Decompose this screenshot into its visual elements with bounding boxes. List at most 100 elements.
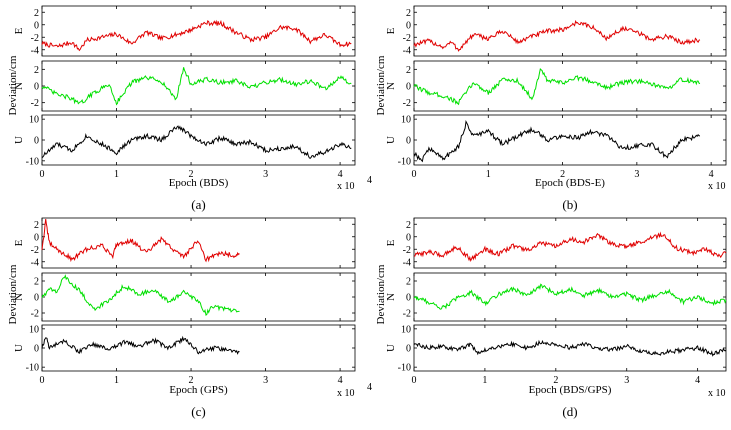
subplot-n: 2 0 -2 N [385,272,727,322]
series-line-e [413,19,701,52]
plot-frame [413,272,727,322]
plot-frame [413,60,727,112]
y-tick-label: -4 [31,45,39,56]
y-tick-label: -4 [403,257,411,268]
x-tick-label: 4 [709,169,714,180]
y-axis-label: Deviation/cm [7,264,19,324]
series-line-n [413,283,727,310]
series-line-n [41,67,352,106]
y-tick-label: 0 [406,20,411,31]
plot-frame [41,5,356,57]
y-tick-label: -2 [31,309,39,320]
panel-caption: (c) [191,404,205,419]
x-tick-label: 2 [553,375,558,386]
component-label: E [385,27,397,34]
y-tick-label: 0 [406,293,411,304]
y-tick-label: -10 [398,363,411,374]
x-axis-multiplier: x 10 [337,388,355,399]
y-tick-label: 0 [34,293,39,304]
subplot-n: 2 0 -2 N [13,272,356,322]
component-label: U [13,136,25,144]
x-tick-label: 3 [263,375,268,386]
y-tick-label: -10 [26,156,39,167]
x-tick-label: 3 [263,169,268,180]
x-tick-label: 4 [338,169,343,180]
x-axis-multiplier: x 10 [708,181,726,192]
y-tick-label: 2 [34,220,39,231]
subplot-u: 10 0 -10 U [385,324,727,374]
x-axis-multiplier-exponent: 4 [367,175,372,186]
y-tick-label: 10 [29,324,39,335]
plot-frame [41,217,356,269]
x-tick-label: 0 [40,375,45,386]
x-tick-label: 2 [189,169,194,180]
x-axis-label: Epoch (GPS) [169,384,228,396]
y-axis-label: Deviation/cm [7,55,19,115]
y-tick-label: 10 [401,115,411,126]
x-tick-label: 1 [114,169,119,180]
y-tick-label: -10 [398,156,411,167]
x-tick-label: 0 [412,169,417,180]
subplot-e: 20 -2-4 E [385,5,727,57]
y-tick-label: -4 [403,45,411,56]
plot-frame [413,217,727,269]
x-tick-label: 1 [482,375,487,386]
y-tick-label: -2 [403,33,411,44]
series-line-e [41,218,240,263]
subplot-u: 10 0 -10 U [385,114,727,167]
y-tick-label: 0 [34,232,39,243]
x-tick-label: 0 [412,375,417,386]
plot-frame [41,272,356,322]
plot-frame [41,324,356,372]
y-tick-label: 2 [34,277,39,288]
y-tick-label: 0 [406,232,411,243]
plot-frame [413,5,727,57]
subplot-e: 20 -2-4 E [13,217,356,269]
subplot-u: 10 0 -10 U [13,324,356,374]
component-label: N [385,82,397,90]
x-tick-label: 4 [695,375,700,386]
component-label: E [385,239,397,246]
component-label: N [385,293,397,301]
series-line-n [413,67,701,106]
y-tick-label: 0 [406,344,411,355]
x-tick-label: 2 [560,169,565,180]
y-tick-label: -10 [26,363,39,374]
panel-caption: (d) [562,404,577,419]
y-tick-label: -2 [31,33,39,44]
x-tick-label: 0 [40,169,45,180]
x-tick-label: 4 [338,375,343,386]
panel-caption: (a) [191,197,205,212]
y-axis-label: Deviation/cm [375,264,387,324]
subplot-u: 10 0 -10 U [13,114,356,167]
x-tick-label: 3 [634,169,639,180]
y-tick-label: -2 [403,309,411,320]
plot-frame [41,60,356,112]
component-label: E [13,27,25,34]
x-tick-label: 3 [624,375,629,386]
component-label: N [13,293,25,301]
y-tick-label: 0 [406,82,411,93]
y-tick-label: 2 [34,65,39,76]
y-tick-label: 2 [406,8,411,19]
y-tick-label: 10 [29,115,39,126]
subplot-n: 2 0 -2 N [385,60,727,112]
y-tick-label: -2 [403,98,411,109]
x-axis-multiplier: x 10 [337,181,355,192]
x-tick-label: 2 [189,375,194,386]
x-tick-label: 1 [486,169,491,180]
y-tick-label: 2 [406,220,411,231]
subplot-e: 20 -2-4 E [385,217,727,269]
y-axis-label: Deviation/cm [375,55,387,115]
y-tick-label: 0 [34,136,39,147]
y-tick-label: -4 [31,257,39,268]
y-tick-label: 0 [406,136,411,147]
plot-frame [41,114,356,166]
y-tick-label: 2 [406,277,411,288]
subplot-n: 2 0 -2 N [13,60,356,112]
series-line-u [41,335,240,355]
